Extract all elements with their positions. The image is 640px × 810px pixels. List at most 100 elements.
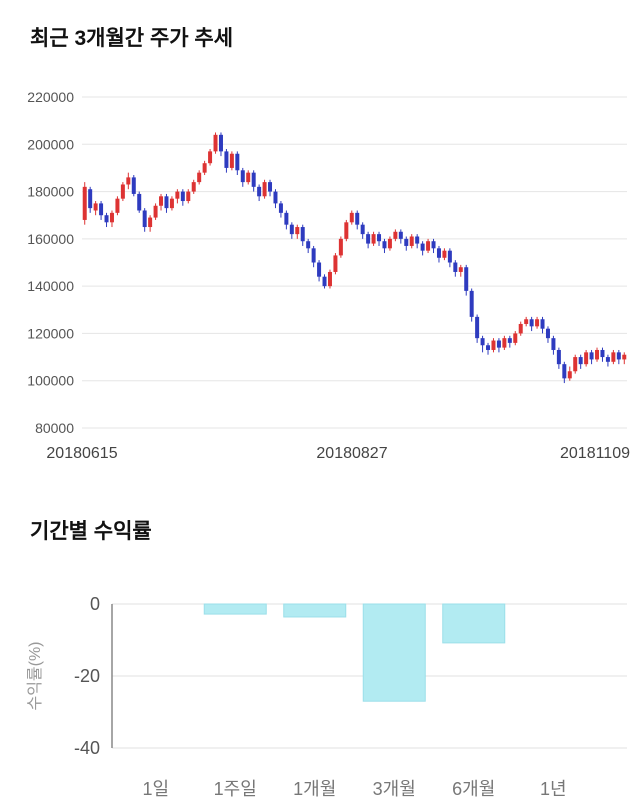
candle-body	[535, 319, 540, 327]
candle-body	[491, 340, 496, 350]
candle-body	[235, 153, 240, 171]
candle-body	[333, 255, 338, 272]
candle-body	[82, 186, 87, 220]
y-axis-tick-label: -40	[74, 738, 100, 758]
candle-body	[524, 319, 529, 324]
candle-body	[436, 248, 441, 258]
candle-body	[355, 212, 360, 225]
x-axis-category-label: 1년	[540, 779, 567, 799]
candle-body	[191, 182, 196, 192]
candle-body	[578, 357, 583, 365]
candle-body	[377, 234, 382, 242]
candle-body	[251, 172, 256, 187]
candle-body	[327, 271, 332, 287]
x-axis-category-label: 6개월	[452, 779, 495, 799]
candle-body	[360, 224, 365, 235]
y-axis-tick-label: 120000	[27, 325, 74, 341]
returns-chart-title: 기간별 수익률	[30, 520, 152, 543]
return-bar	[203, 603, 267, 615]
candle-body	[338, 238, 343, 256]
candle-body	[99, 203, 104, 216]
candle-body	[447, 250, 452, 263]
candle-body	[120, 184, 125, 199]
candle-body	[496, 340, 501, 348]
candle-body	[611, 352, 616, 362]
candle-body	[126, 177, 131, 185]
candle-body	[142, 210, 147, 228]
x-axis-tick-label: 20180827	[316, 445, 387, 462]
candle-body	[605, 357, 610, 362]
candle-body	[137, 193, 142, 211]
candle-body	[507, 338, 512, 343]
y-axis-tick-label: 0	[90, 594, 100, 614]
x-axis-category-label: 1일	[142, 779, 169, 799]
candle-body	[295, 227, 300, 235]
x-axis-category-label: 1주일	[214, 779, 257, 799]
candle-body	[278, 203, 283, 213]
candle-body	[88, 189, 93, 209]
candle-body	[175, 191, 180, 199]
candle-body	[475, 316, 480, 339]
candle-body	[322, 276, 327, 287]
candle-body	[229, 153, 234, 168]
return-bar	[283, 603, 347, 618]
candle-body	[513, 333, 518, 343]
candle-body	[382, 241, 387, 249]
candle-body	[616, 352, 621, 360]
candle-body	[131, 177, 136, 194]
candle-body	[562, 364, 567, 379]
candle-body	[420, 243, 425, 251]
x-axis-tick-label: 20181109	[560, 445, 630, 462]
candle-body	[453, 262, 458, 272]
y-axis-tick-label: 160000	[27, 231, 74, 247]
candle-body	[398, 231, 403, 239]
candle-body	[262, 182, 267, 197]
candle-body	[289, 224, 294, 235]
y-axis-tick-label: -20	[74, 666, 100, 686]
candle-body	[284, 212, 289, 225]
candle-body	[540, 319, 545, 329]
candle-body	[584, 352, 589, 365]
x-axis-category-label: 1개월	[293, 779, 336, 799]
candle-body	[595, 349, 600, 360]
candle-body	[551, 338, 556, 350]
candle-body	[556, 349, 561, 365]
y-axis-tick-label: 180000	[27, 184, 74, 200]
candle-body	[567, 371, 572, 379]
candle-body	[268, 182, 273, 192]
candle-body	[502, 338, 507, 348]
candle-body	[431, 241, 436, 249]
candle-body	[240, 170, 245, 183]
candle-body	[529, 319, 534, 327]
candle-body	[180, 191, 185, 202]
candle-body	[218, 134, 223, 152]
price-chart-title: 최근 3개월간 주가 추세	[30, 27, 234, 50]
candle-body	[393, 231, 398, 239]
y-axis-tick-label: 200000	[27, 136, 74, 152]
candle-body	[104, 215, 109, 223]
candle-body	[573, 357, 578, 372]
candle-body	[480, 338, 485, 346]
candle-body	[186, 191, 191, 202]
candle-body	[224, 151, 229, 168]
candle-body	[545, 328, 550, 339]
return-bar	[362, 603, 426, 702]
candle-body	[202, 163, 207, 173]
x-axis-tick-label: 20180615	[46, 445, 117, 462]
candle-body	[213, 134, 218, 152]
candle-body	[169, 198, 174, 209]
candle-body	[589, 352, 594, 360]
candle-body	[344, 222, 349, 239]
returns-bar-chart: 0 -20 -40 1일 1주일 1개월 3개월 6개월 1년 수익률(%)	[26, 594, 627, 799]
return-bar	[442, 603, 506, 644]
candle-body	[415, 236, 420, 244]
candle-body	[622, 354, 627, 360]
candle-body	[148, 217, 153, 228]
candle-body	[317, 262, 322, 277]
candle-body	[458, 267, 463, 272]
candle-body	[300, 227, 305, 242]
x-axis-category-label: 3개월	[373, 779, 416, 799]
y-axis-tick-label: 220000	[27, 89, 74, 105]
candle-body	[371, 234, 376, 244]
candle-body	[426, 241, 431, 251]
